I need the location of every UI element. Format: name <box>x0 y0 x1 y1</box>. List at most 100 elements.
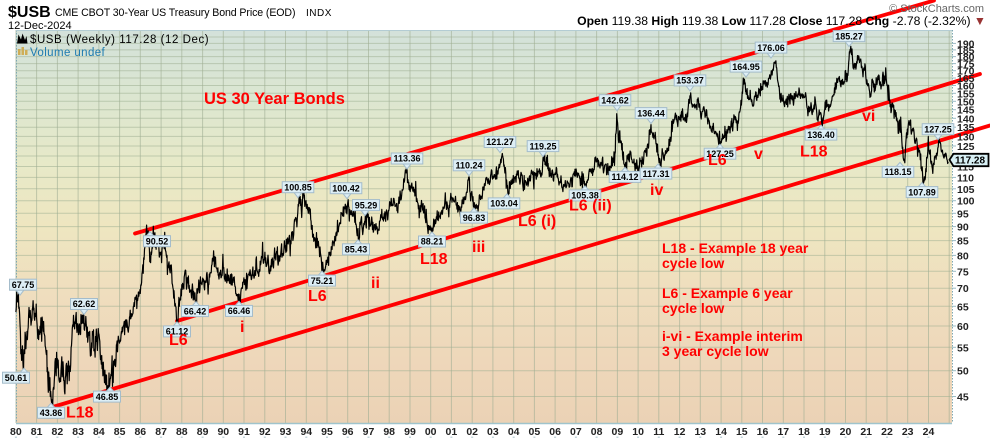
svg-text:08: 08 <box>591 426 603 438</box>
svg-text:121.27: 121.27 <box>486 137 514 147</box>
svg-text:117.28: 117.28 <box>955 155 985 166</box>
svg-text:119.25: 119.25 <box>529 141 556 151</box>
svg-text:136.40: 136.40 <box>807 130 835 140</box>
svg-text:04: 04 <box>508 426 520 438</box>
svg-text:01: 01 <box>446 426 458 438</box>
svg-text:3 year cycle low: 3 year cycle low <box>662 343 769 359</box>
svg-text:L18: L18 <box>420 251 448 268</box>
svg-text:84: 84 <box>93 426 105 438</box>
svg-text:98: 98 <box>383 426 395 438</box>
svg-text:iii: iii <box>472 239 485 256</box>
svg-text:11: 11 <box>653 426 664 438</box>
svg-text:85.43: 85.43 <box>345 245 368 255</box>
svg-text:iv: iv <box>650 182 663 199</box>
svg-text:90.52: 90.52 <box>146 236 169 246</box>
svg-text:89: 89 <box>197 426 209 438</box>
svg-text:100: 100 <box>957 196 975 208</box>
svg-text:100.42: 100.42 <box>332 183 360 193</box>
svg-text:L6: L6 <box>169 332 188 349</box>
svg-text:87: 87 <box>155 426 167 438</box>
svg-text:13: 13 <box>694 426 706 438</box>
svg-text:18: 18 <box>798 426 810 438</box>
svg-text:© StockCharts.com: © StockCharts.com <box>889 3 984 15</box>
svg-text:180: 180 <box>957 52 975 64</box>
svg-text:L6 (i): L6 (i) <box>518 213 556 230</box>
svg-text:185: 185 <box>957 45 975 57</box>
svg-text:65: 65 <box>957 301 969 313</box>
svg-text:43.86: 43.86 <box>40 408 63 418</box>
svg-text:ii: ii <box>371 275 380 292</box>
svg-text:60: 60 <box>957 321 969 333</box>
svg-text:145: 145 <box>957 105 975 117</box>
svg-text:136.44: 136.44 <box>637 108 665 118</box>
svg-text:$USB: $USB <box>8 4 51 21</box>
svg-text:L18 - Example 18 year: L18 - Example 18 year <box>662 240 809 256</box>
svg-text:88.21: 88.21 <box>421 237 444 247</box>
svg-text:$USB (Weekly) 117.28 (12 Dec): $USB (Weekly) 117.28 (12 Dec) <box>30 34 209 46</box>
svg-text:93: 93 <box>280 426 292 438</box>
svg-text:80: 80 <box>10 426 22 438</box>
svg-text:96: 96 <box>342 426 354 438</box>
svg-text:L18: L18 <box>800 144 828 161</box>
svg-text:L6: L6 <box>308 288 327 305</box>
svg-text:88: 88 <box>176 426 188 438</box>
svg-text:55: 55 <box>957 342 969 354</box>
svg-text:75.21: 75.21 <box>311 276 334 286</box>
svg-text:105.38: 105.38 <box>571 191 599 201</box>
svg-text:INDX: INDX <box>306 8 332 19</box>
svg-text:US 30 Year Bonds: US 30 Year Bonds <box>204 90 345 108</box>
svg-text:125: 125 <box>957 141 975 153</box>
svg-text:12: 12 <box>674 426 686 438</box>
svg-text:91: 91 <box>238 426 250 438</box>
svg-text:117.31: 117.31 <box>642 169 669 179</box>
svg-text:06: 06 <box>549 426 561 438</box>
svg-text:95: 95 <box>957 208 969 220</box>
svg-text:16: 16 <box>757 426 769 438</box>
svg-text:15: 15 <box>736 426 748 438</box>
svg-text:14: 14 <box>715 426 727 438</box>
svg-text:127.25: 127.25 <box>706 149 734 159</box>
svg-text:20: 20 <box>840 426 852 438</box>
svg-text:130: 130 <box>957 131 975 143</box>
svg-text:118.15: 118.15 <box>884 167 911 177</box>
svg-text:66.46: 66.46 <box>228 306 251 316</box>
svg-text:176.06: 176.06 <box>757 43 785 53</box>
svg-text:110: 110 <box>957 172 974 184</box>
svg-text:L6 - Example 6 year: L6 - Example 6 year <box>662 285 793 301</box>
svg-text:100.85: 100.85 <box>284 182 312 192</box>
svg-text:97: 97 <box>363 426 375 438</box>
svg-text:19: 19 <box>819 426 831 438</box>
svg-text:CME CBOT 30-Year US Treasury B: CME CBOT 30-Year US Treasury Bond Price … <box>55 7 295 19</box>
svg-text:82: 82 <box>52 426 64 438</box>
svg-text:66.42: 66.42 <box>184 306 207 316</box>
svg-text:105: 105 <box>957 184 975 196</box>
svg-text:12-Dec-2024: 12-Dec-2024 <box>8 20 72 32</box>
svg-text:114.12: 114.12 <box>611 172 638 182</box>
svg-text:165: 165 <box>957 73 975 85</box>
svg-text:190: 190 <box>957 38 975 50</box>
svg-text:90: 90 <box>217 426 229 438</box>
svg-text:17: 17 <box>777 426 789 438</box>
svg-text:94: 94 <box>300 426 312 438</box>
svg-text:i: i <box>240 319 244 336</box>
svg-text:07: 07 <box>570 426 582 438</box>
svg-text:99: 99 <box>404 426 416 438</box>
svg-text:L6: L6 <box>708 152 727 169</box>
svg-text:67.75: 67.75 <box>12 280 35 290</box>
svg-text:70: 70 <box>957 283 969 295</box>
svg-text:50.61: 50.61 <box>5 373 28 383</box>
svg-text:23: 23 <box>902 426 914 438</box>
svg-text:24: 24 <box>923 426 935 438</box>
svg-text:175: 175 <box>957 59 975 71</box>
svg-text:96.83: 96.83 <box>463 213 486 223</box>
svg-text:83: 83 <box>72 426 84 438</box>
svg-text:09: 09 <box>612 426 624 438</box>
svg-text:155: 155 <box>957 88 975 100</box>
svg-text:v: v <box>754 146 763 163</box>
svg-text:L6 (ii): L6 (ii) <box>569 198 612 215</box>
svg-text:02: 02 <box>466 426 478 438</box>
svg-text:164.95: 164.95 <box>732 62 760 72</box>
svg-text:160: 160 <box>957 81 975 93</box>
svg-text:81: 81 <box>31 426 43 438</box>
svg-text:86: 86 <box>134 426 146 438</box>
